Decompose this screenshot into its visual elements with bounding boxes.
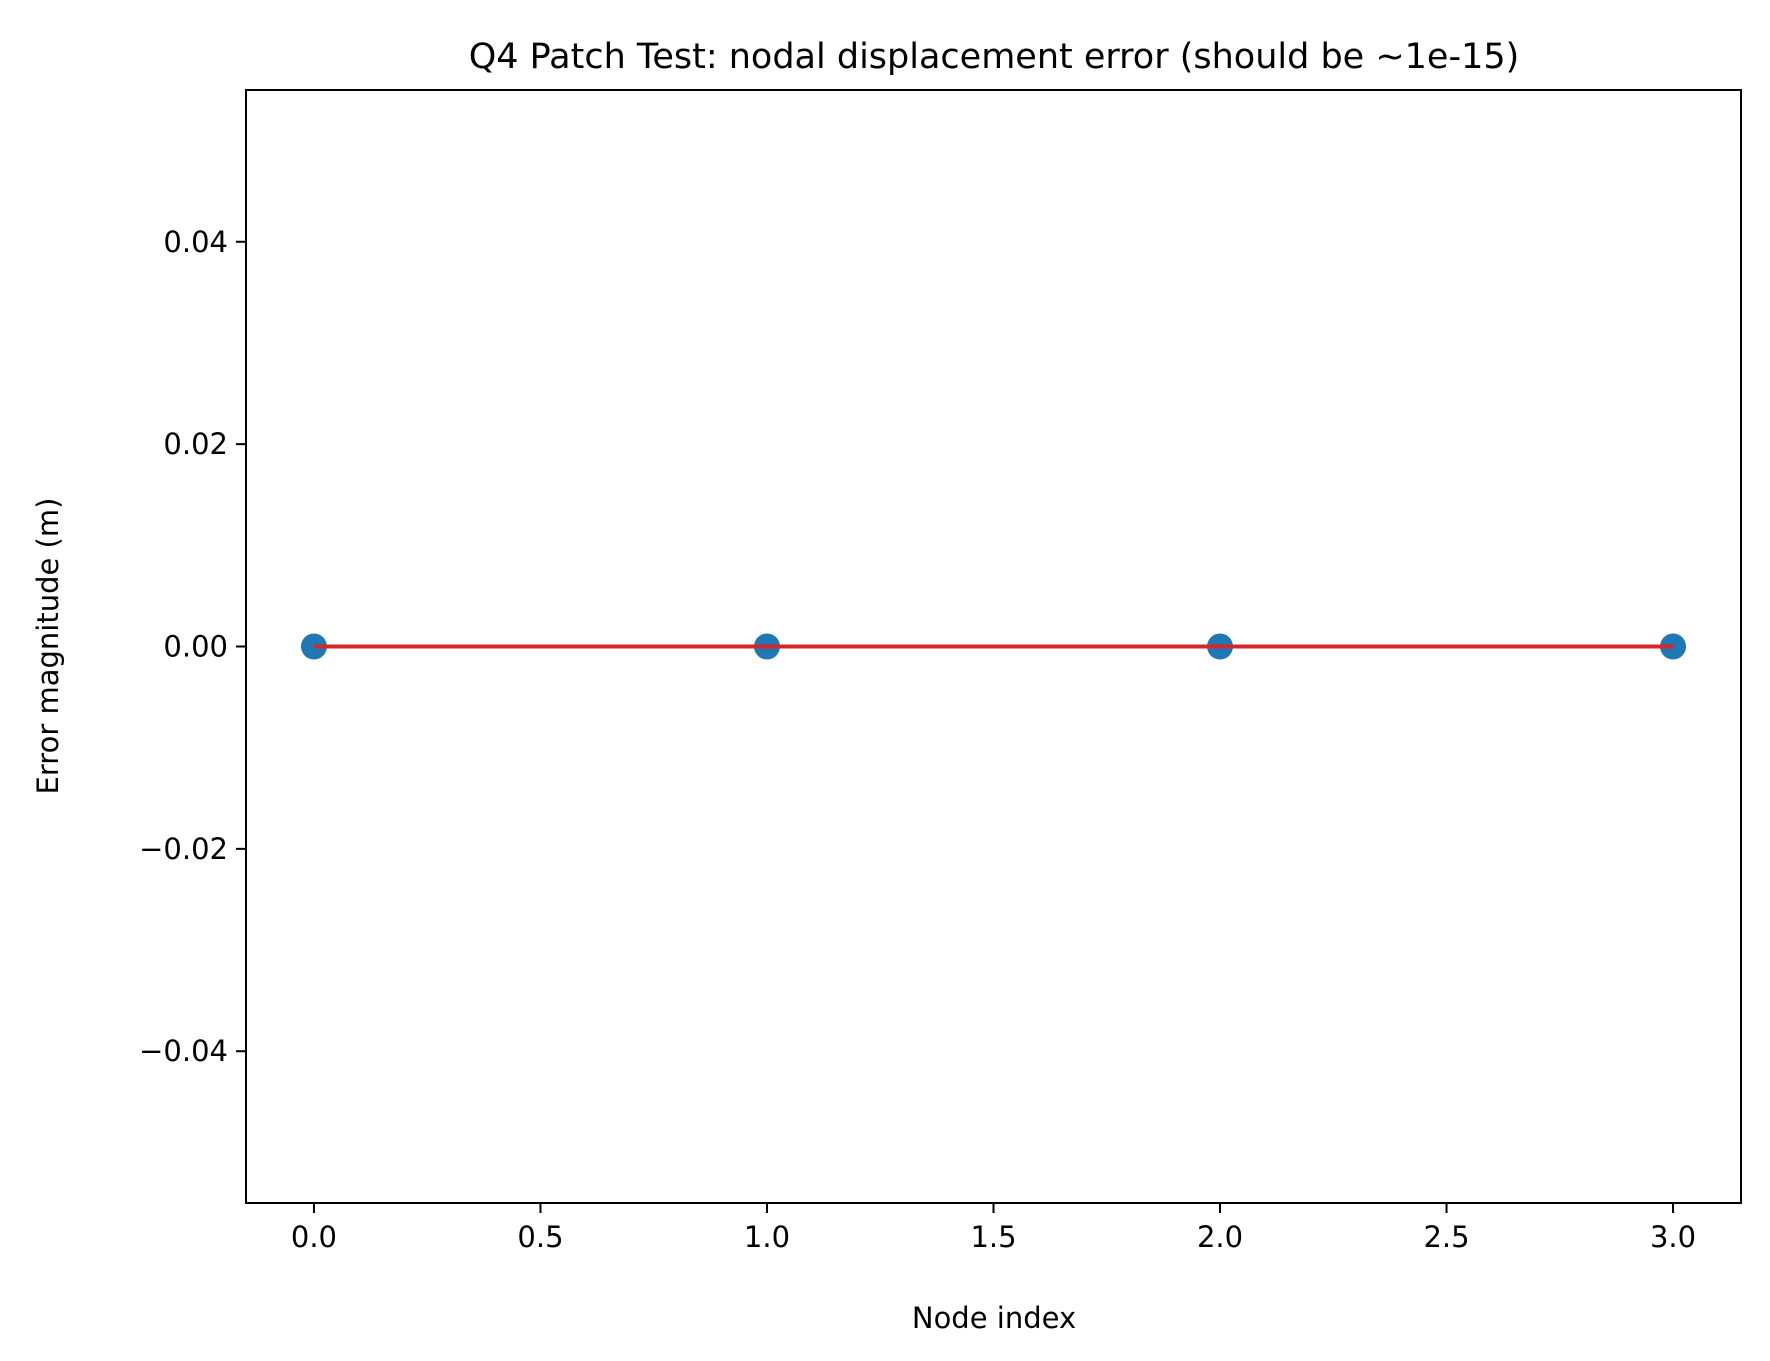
x-axis-label: Node index <box>912 1301 1076 1335</box>
plot-area <box>300 633 1687 660</box>
x-tick-label: 1.5 <box>970 1220 1016 1254</box>
x-axis-ticks: 0.0 0.5 1.0 1.5 2.0 2.5 3.0 <box>291 1203 1696 1254</box>
x-tick-label: 2.0 <box>1197 1220 1243 1254</box>
x-tick-label: 0.5 <box>517 1220 563 1254</box>
x-tick-label: 2.5 <box>1423 1220 1469 1254</box>
x-tick-label: 1.0 <box>744 1220 790 1254</box>
y-tick-label: −0.04 <box>139 1034 228 1068</box>
y-tick-label: −0.02 <box>139 832 228 866</box>
y-axis-ticks: 0.04 0.02 0.00 −0.02 −0.04 <box>139 225 246 1068</box>
y-tick-label: 0.00 <box>163 630 228 664</box>
chart-title: Q4 Patch Test: nodal displacement error … <box>469 37 1520 77</box>
y-tick-label: 0.02 <box>163 427 228 461</box>
y-tick-label: 0.04 <box>163 225 228 259</box>
x-tick-label: 3.0 <box>1650 1220 1696 1254</box>
x-tick-label: 0.0 <box>291 1220 337 1254</box>
axes-frame <box>245 89 1742 1204</box>
y-axis-label: Error magnitude (m) <box>31 498 65 795</box>
